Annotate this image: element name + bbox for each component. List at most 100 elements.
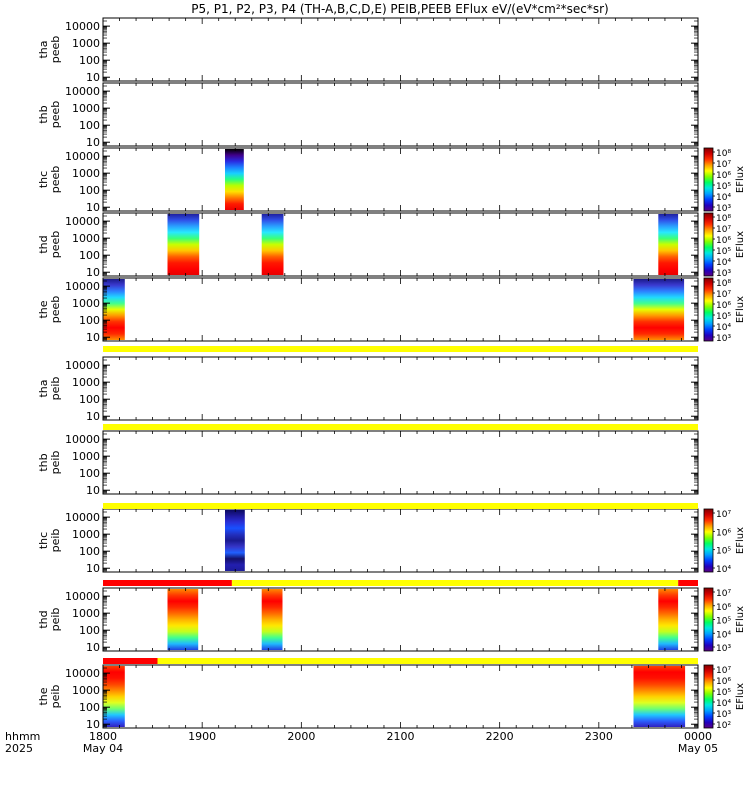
panel-label-probe: thb [37, 105, 50, 123]
colorbar-label: EFlux [735, 527, 746, 554]
spectrogram-block-the-peib-0 [103, 666, 125, 727]
panel-frame [102, 430, 699, 495]
spectrogram-block-thd-peib-1 [261, 589, 283, 650]
panel-frame [102, 356, 699, 421]
y-tick-label: 10000 [65, 215, 100, 228]
panel-label: thbpeeb [37, 101, 62, 129]
y-tick-label: 10000 [65, 667, 100, 680]
spectrogram-block-thd-peib-2 [658, 589, 679, 650]
spectrogram-block-thd-peeb-0 [167, 214, 200, 275]
time-axis: 1800 1900 2000 2100 2200 2300 0000 May 04 May 05… [5, 730, 718, 755]
colorbar [703, 587, 714, 652]
y-tick-label: 100 [79, 54, 100, 67]
x-tick-label: 2000 [287, 730, 315, 743]
panel-the-peeb: 10100100010000thepeeb10³10⁴10⁵10⁶10⁷10⁸E… [37, 277, 746, 344]
x-tick-label: 2100 [387, 730, 415, 743]
colorbar [703, 664, 714, 729]
panel-label-probe: thd [37, 235, 50, 253]
y-tick-label: 10 [86, 331, 100, 344]
y-tick-label: 100 [79, 314, 100, 327]
panel-label-product: peeb [49, 166, 62, 194]
y-tick-label: 10 [86, 136, 100, 149]
status-bars-group [103, 346, 698, 664]
colorbar-tick-label: 10⁴ [716, 193, 731, 203]
colorbar [703, 212, 714, 277]
colorbar-tick-label: 10⁴ [716, 258, 731, 268]
colorbar-tick-label: 10⁶ [716, 677, 731, 687]
y-tick-label: 10 [86, 562, 100, 575]
y-tick-label: 10 [86, 484, 100, 497]
status-bar-segment [103, 658, 158, 664]
y-tick-label: 100 [79, 393, 100, 406]
y-tick-label: 10000 [65, 433, 100, 446]
colorbar-tick-label: 10⁵ [716, 617, 731, 627]
colorbar-tick-label: 10³ [716, 710, 731, 720]
colorbar-tick-label: 10⁵ [716, 547, 731, 557]
spectrogram-block-thc-peeb-0 [225, 149, 244, 210]
y-tick-label: 10 [86, 201, 100, 214]
time-format-label: hhmm [5, 730, 40, 743]
panel-label-probe: tha [37, 379, 50, 397]
colorbar [703, 147, 714, 212]
spectrogram-block-thd-peeb-1 [261, 214, 284, 275]
panel-label: thcpeeb [37, 166, 62, 194]
panel-label-product: peeb [49, 36, 62, 64]
y-tick-label: 10 [86, 641, 100, 654]
x-tick-label: 1900 [188, 730, 216, 743]
y-tick-label: 100 [79, 119, 100, 132]
y-tick-label: 10000 [65, 590, 100, 603]
status-bar-segment [231, 580, 679, 586]
y-tick-label: 1000 [72, 37, 100, 50]
panels-group: 10100100010000thapeeb10100100010000thbpe… [37, 17, 746, 731]
colorbar-tick-label: 10³ [716, 644, 731, 654]
x-date-label: May 05 [678, 742, 718, 755]
y-tick-label: 1000 [72, 102, 100, 115]
colorbar-tick-label: 10⁴ [716, 630, 731, 640]
status-bar-segment [103, 503, 698, 509]
panel-the-peib: 10100100010000thepeib10²10³10⁴10⁵10⁶10⁷E… [37, 664, 746, 731]
panel-label-probe: thc [37, 532, 50, 549]
colorbar-tick-label: 10⁵ [716, 688, 731, 698]
panel-label-product: peib [49, 377, 62, 401]
y-tick-label: 100 [79, 467, 100, 480]
panel-label-product: peeb [49, 101, 62, 129]
colorbar-tick-label: 10⁴ [716, 565, 731, 575]
panel-frame [102, 508, 699, 573]
colorbar-tick-label: 10⁸ [716, 279, 731, 289]
panel-label-product: peib [49, 685, 62, 709]
panel-label-probe: the [37, 300, 50, 318]
y-tick-label: 100 [79, 249, 100, 262]
panel-label-probe: the [37, 687, 50, 705]
colorbar-tick-label: 10³ [716, 334, 731, 344]
x-tick-label: 1800 [89, 730, 117, 743]
panel-thd-peeb: 10100100010000thdpeeb10³10⁴10⁵10⁶10⁷10⁸E… [37, 212, 746, 279]
panel-frame [102, 147, 699, 212]
year-label: 2025 [5, 742, 33, 755]
colorbar-tick-label: 10⁷ [716, 666, 731, 676]
colorbar-label: EFlux [735, 606, 746, 633]
status-bar-segment [103, 580, 232, 586]
y-tick-label: 10000 [65, 511, 100, 524]
y-tick-label: 10000 [65, 85, 100, 98]
chart-title: P5, P1, P2, P3, P4 (TH-A,B,C,D,E) PEIB,P… [191, 2, 608, 16]
x-date-label: May 04 [83, 742, 123, 755]
y-tick-label: 100 [79, 701, 100, 714]
colorbar-tick-label: 10⁴ [716, 699, 731, 709]
panel-label: thepeib [37, 685, 62, 709]
y-tick-label: 1000 [72, 528, 100, 541]
y-tick-label: 1000 [72, 607, 100, 620]
colorbar-tick-label: 10⁸ [716, 214, 731, 224]
status-bar-segment [103, 346, 698, 352]
spectrogram-block-thc-peib-0 [225, 510, 245, 571]
y-tick-label: 10 [86, 410, 100, 423]
y-tick-label: 10 [86, 718, 100, 731]
colorbar-label: EFlux [735, 231, 746, 258]
panel-thc-peeb: 10100100010000thcpeeb10³10⁴10⁵10⁶10⁷10⁸E… [37, 147, 746, 214]
colorbar-tick-label: 10⁸ [716, 149, 731, 159]
y-tick-label: 10000 [65, 150, 100, 163]
colorbar-tick-label: 10⁶ [716, 236, 731, 246]
